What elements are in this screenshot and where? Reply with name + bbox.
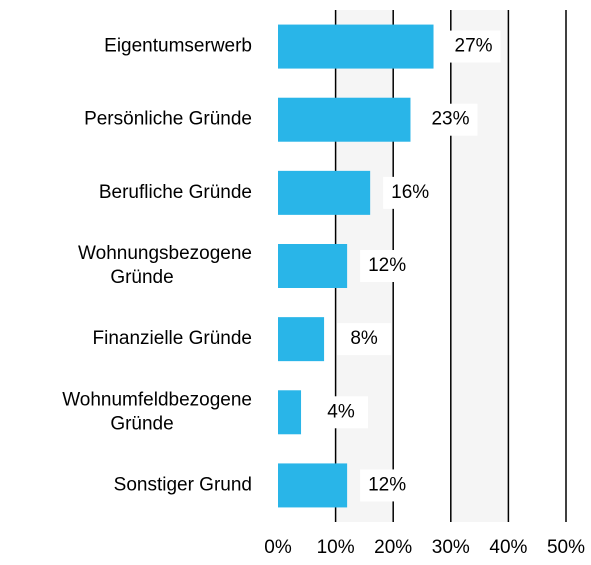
x-tick-label: 0%	[264, 537, 292, 558]
x-tick-label: 40%	[489, 537, 527, 558]
value-label: 27%	[455, 36, 493, 57]
value-label: 12%	[368, 255, 406, 276]
x-tick-label: 50%	[547, 537, 585, 558]
value-label: 4%	[327, 401, 355, 422]
bar	[278, 317, 325, 362]
y-tick-label: Finanzielle Gründe	[93, 328, 252, 349]
y-tick-label: Wohnumfeldbezogene Gründe	[62, 389, 252, 434]
y-tick-label: Wohnungsbezogene Gründe	[78, 243, 252, 288]
y-tick-label: Sonstiger Grund	[114, 474, 252, 495]
grid-stripe	[450, 10, 509, 522]
value-label-box	[337, 323, 392, 356]
bar	[278, 463, 348, 508]
value-label-box	[360, 250, 415, 282]
value-label: 16%	[391, 182, 429, 203]
y-tick-label: Persönliche Gründe	[84, 109, 252, 130]
x-tick-label: 20%	[374, 537, 412, 558]
y-tick-label: Eigentumserwerb	[104, 36, 252, 57]
y-tick-label: Berufliche Gründe	[99, 182, 252, 203]
bar	[278, 170, 371, 215]
value-label-box	[360, 469, 415, 502]
value-label-box	[314, 396, 369, 429]
bar	[278, 24, 434, 69]
x-tick-label: 30%	[432, 537, 470, 558]
value-label-box	[423, 103, 478, 136]
value-label-box	[383, 176, 438, 209]
value-label-box	[446, 30, 501, 63]
bar	[278, 244, 348, 288]
bar	[278, 97, 411, 142]
value-label: 8%	[350, 328, 378, 349]
value-label: 23%	[431, 109, 469, 130]
value-label: 12%	[368, 474, 406, 495]
bar	[278, 390, 302, 435]
x-tick-label: 10%	[317, 537, 355, 558]
